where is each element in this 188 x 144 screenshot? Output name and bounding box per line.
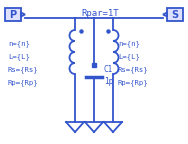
Text: C1: C1 — [104, 65, 113, 73]
Text: P: P — [9, 10, 17, 19]
Text: L={L}: L={L} — [8, 54, 30, 60]
Text: L={L}: L={L} — [118, 54, 140, 60]
Text: n={n}: n={n} — [8, 41, 30, 47]
Text: Rs={Rs}: Rs={Rs} — [118, 67, 149, 73]
Polygon shape — [92, 62, 96, 67]
Polygon shape — [163, 13, 167, 17]
Text: Rs={Rs}: Rs={Rs} — [8, 67, 39, 73]
Text: 1p: 1p — [104, 77, 113, 87]
Text: S: S — [171, 10, 179, 19]
Polygon shape — [21, 13, 25, 17]
Text: n={n}: n={n} — [118, 41, 140, 47]
Text: Rp={Rp}: Rp={Rp} — [8, 80, 39, 86]
FancyBboxPatch shape — [167, 8, 183, 21]
FancyBboxPatch shape — [5, 8, 21, 21]
Text: Rp={Rp}: Rp={Rp} — [118, 80, 149, 86]
Text: Rpar=1T: Rpar=1T — [81, 8, 119, 18]
